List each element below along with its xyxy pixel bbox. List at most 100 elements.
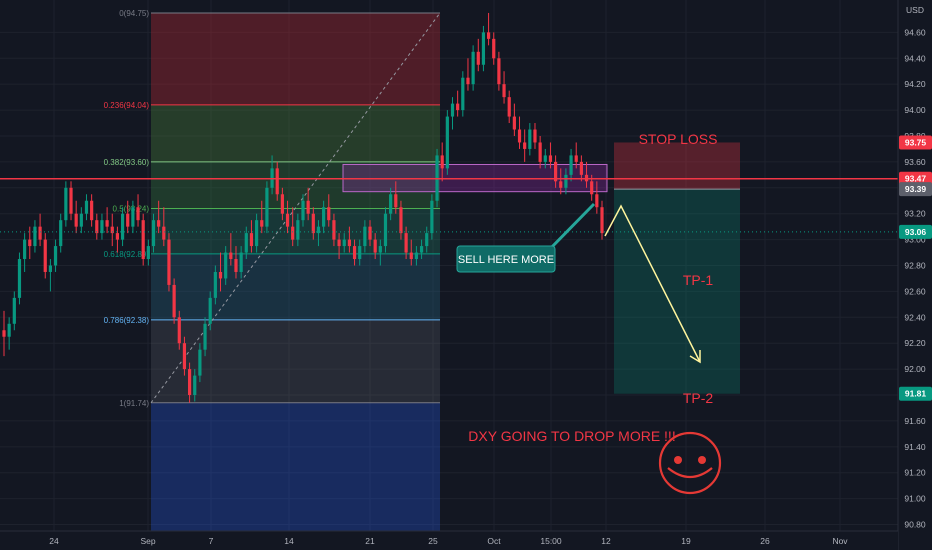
y-tick-label: 90.80: [904, 520, 926, 530]
x-axis-ticks: 24 Sep 7 14 21 25 Oct 15:00 12 19 26 Nov: [49, 536, 848, 546]
y-tick-label: 94.60: [904, 27, 926, 37]
time-axis[interactable]: [0, 531, 898, 550]
candle-body: [389, 194, 393, 214]
candle-body: [383, 213, 388, 247]
candle-body: [43, 239, 47, 272]
candle-body: [363, 226, 367, 247]
y-tick-label: 93.60: [904, 157, 926, 167]
candle-body: [569, 155, 573, 175]
x-tick-label: Sep: [140, 536, 155, 546]
y-tick-label: 92.20: [904, 338, 926, 348]
candle-body: [95, 220, 99, 234]
projection-arrowhead: [689, 350, 701, 364]
candle-body: [368, 226, 372, 240]
fib-zone: [151, 12, 440, 105]
candle-body: [7, 323, 11, 337]
candle-body: [33, 226, 37, 247]
y-tick-label: 93.20: [904, 209, 926, 219]
candle-body: [157, 220, 161, 227]
fibonacci-retracement[interactable]: 0(94.75) 0.236(94.04) 0.382(93.60) 0.5(93.2…: [104, 9, 441, 531]
stop-loss-zone: [614, 142, 740, 190]
price-badge-label: 91.81: [905, 389, 927, 399]
candle-body: [38, 226, 42, 240]
text-annotations[interactable]: STOP LOSS TP-1 TP-2 DXY GOING TO DROP MORE …: [456, 131, 722, 495]
candle-body: [203, 323, 207, 350]
y-tick-label: 94.40: [904, 53, 926, 63]
candle-body: [275, 168, 279, 195]
candle-body: [316, 226, 321, 234]
candle-body: [291, 226, 295, 240]
candle-body: [466, 77, 470, 85]
candle-body: [311, 213, 315, 234]
tp2-label: TP-2: [683, 390, 714, 406]
candle-body: [198, 349, 202, 376]
candle-body: [115, 233, 120, 240]
candle-body: [440, 155, 444, 169]
price-badge-label: 93.75: [905, 137, 927, 147]
fib-trend-line: [150, 12, 441, 404]
fib-level-label: 1(91.74): [119, 399, 149, 408]
candle-body: [543, 155, 547, 162]
x-tick-label: Oct: [487, 536, 501, 546]
candle-body: [394, 194, 398, 208]
x-tick-label: 19: [681, 536, 691, 546]
candle-body: [131, 207, 135, 227]
candle-body: [559, 181, 563, 188]
candle-body: [64, 187, 68, 221]
candle-body: [100, 220, 104, 234]
fib-level-label: 0.786(92.38): [104, 316, 150, 325]
candle-body: [502, 84, 506, 98]
y-tick-label: 92.60: [904, 286, 926, 296]
y-tick-label: 92.80: [904, 261, 926, 271]
candle-body: [69, 187, 73, 214]
candle-body: [141, 220, 145, 260]
candle-body: [110, 226, 114, 234]
price-badge: [899, 182, 932, 197]
fib-level-label: 0.382(93.60): [104, 158, 150, 167]
candle-body: [528, 129, 532, 149]
x-tick-label: 26: [760, 536, 770, 546]
price-axis[interactable]: [898, 0, 932, 550]
candle-body: [218, 271, 223, 279]
y-tick-label: 91.00: [904, 494, 926, 504]
candle-body: [167, 239, 171, 285]
x-tick-label: 12: [601, 536, 611, 546]
candle-body: [84, 200, 89, 214]
candle-body: [229, 252, 233, 260]
smiley-left-eye: [674, 456, 682, 464]
candle-body: [538, 142, 542, 162]
candle-body: [249, 233, 254, 247]
x-tick-label: Nov: [832, 536, 848, 546]
candle-body: [507, 97, 511, 117]
position-tool[interactable]: [342, 142, 740, 394]
candle-body: [2, 330, 6, 337]
candle-body: [378, 246, 382, 253]
candle-body: [512, 116, 516, 130]
candle-body: [533, 129, 537, 143]
y-tick-label: 92.00: [904, 364, 926, 374]
candle-body: [595, 194, 599, 208]
tp1-label: TP-1: [683, 272, 714, 288]
candle-body: [481, 32, 486, 65]
x-tick-label: 24: [49, 536, 59, 546]
candle-body: [352, 246, 357, 260]
headline-text: DXY GOING TO DROP MORE !!!: [468, 428, 675, 444]
candle-body: [162, 226, 166, 240]
candle-body: [342, 239, 346, 247]
candle-body: [579, 161, 583, 175]
candle-body: [347, 239, 351, 247]
candle-body: [182, 343, 187, 370]
projection-path: [604, 204, 701, 363]
price-badge: [899, 224, 932, 239]
candle-body: [574, 155, 578, 162]
candle-body: [445, 116, 449, 169]
x-tick-label: 21: [365, 536, 375, 546]
candle-body: [497, 58, 501, 85]
price-badge: [899, 386, 932, 401]
candle-body: [425, 233, 429, 247]
candle-body: [414, 252, 419, 260]
